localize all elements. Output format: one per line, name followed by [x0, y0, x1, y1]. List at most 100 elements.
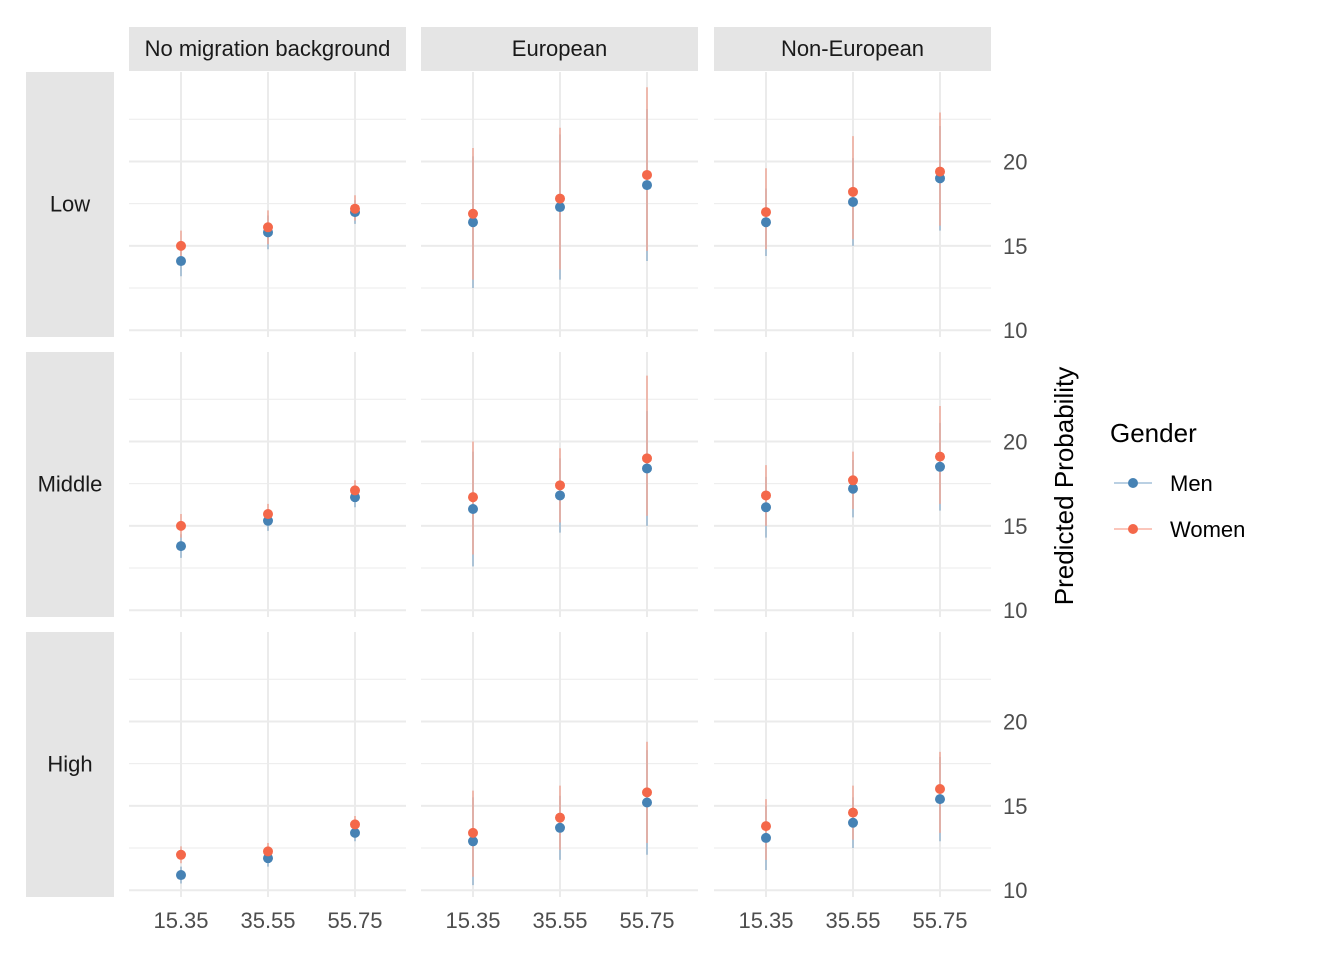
row-strips: Low Middle High [26, 72, 114, 897]
row-strip-bg-middle [26, 352, 114, 617]
panel-middle-european [421, 352, 698, 617]
legend: Gender Men Women [1110, 418, 1245, 542]
panel-high-european [421, 632, 698, 897]
x-tick-label: 15.35 [153, 908, 208, 933]
point-men-2 [642, 463, 652, 474]
point-women-0 [176, 849, 186, 860]
point-women-1 [848, 475, 858, 486]
point-women-0 [761, 821, 771, 832]
point-women-1 [555, 193, 565, 204]
x-tick-label: 55.75 [619, 908, 674, 933]
point-men-0 [761, 502, 771, 513]
row-strip-bg-low [26, 72, 114, 337]
legend-key-men [1128, 478, 1138, 488]
panels [129, 72, 991, 897]
legend-entry-men: Men [1114, 471, 1213, 496]
point-men-1 [555, 202, 565, 213]
column-strip-label-non-european: Non-European [781, 36, 924, 61]
row-strip-label-high: High [47, 751, 92, 776]
point-women-1 [848, 186, 858, 197]
x-tick-label: 15.35 [738, 908, 793, 933]
panel-middle-non-european [714, 352, 991, 617]
point-women-1 [848, 807, 858, 818]
panel-low-european [421, 72, 698, 337]
point-men-1 [848, 483, 858, 494]
y-axis-title: Predicted Probability [1049, 367, 1079, 605]
column-strip-bg-no-migration-background [129, 27, 406, 71]
point-men-0 [761, 217, 771, 228]
y-tick-label: 10 [1003, 318, 1027, 343]
column-strip-label-european: European [512, 36, 607, 61]
x-tick-label: 35.55 [532, 908, 587, 933]
point-women-0 [468, 208, 478, 219]
panel-middle-no-migration-background [129, 352, 406, 617]
point-men-2 [935, 794, 945, 805]
point-women-1 [263, 846, 273, 857]
column-strips: No migration background European Non-Europ… [129, 27, 991, 71]
point-women-0 [176, 240, 186, 251]
x-tick-label: 15.35 [445, 908, 500, 933]
point-men-0 [761, 832, 771, 843]
point-women-0 [761, 490, 771, 501]
legend-title: Gender [1110, 418, 1197, 448]
point-women-2 [350, 819, 360, 830]
panel-low-non-european [714, 72, 991, 337]
point-women-1 [555, 480, 565, 491]
point-men-1 [848, 817, 858, 828]
point-women-0 [176, 520, 186, 531]
point-women-0 [468, 827, 478, 838]
point-men-2 [642, 797, 652, 808]
x-tick-label: 55.75 [327, 908, 382, 933]
y-tick-label: 20 [1003, 149, 1027, 174]
point-women-0 [761, 207, 771, 218]
x-tick-label: 35.55 [825, 908, 880, 933]
row-strip-label-middle: Middle [38, 471, 103, 496]
point-women-2 [935, 166, 945, 177]
point-men-0 [468, 217, 478, 228]
y-tick-label: 20 [1003, 709, 1027, 734]
y-tick-label: 10 [1003, 878, 1027, 903]
y-axis: 10 15 20 10 15 20 10 15 20 [1003, 149, 1027, 903]
point-women-2 [350, 485, 360, 496]
point-men-0 [176, 541, 186, 552]
point-women-1 [555, 812, 565, 823]
point-women-2 [350, 203, 360, 214]
y-tick-label: 10 [1003, 598, 1027, 623]
y-tick-label: 15 [1003, 794, 1027, 819]
point-women-2 [935, 783, 945, 794]
column-strip-bg-european [421, 27, 698, 71]
point-women-2 [642, 453, 652, 464]
point-women-0 [468, 492, 478, 503]
point-men-1 [555, 490, 565, 501]
point-men-2 [642, 180, 652, 191]
legend-label-women: Women [1170, 517, 1245, 542]
point-women-1 [263, 509, 273, 520]
point-men-1 [848, 196, 858, 207]
legend-key-women [1128, 524, 1138, 534]
x-tick-label: 35.55 [240, 908, 295, 933]
point-women-2 [642, 169, 652, 180]
legend-entry-women: Women [1114, 517, 1245, 542]
point-men-0 [468, 836, 478, 847]
y-tick-label: 15 [1003, 234, 1027, 259]
panel-high-no-migration-background [129, 632, 406, 897]
y-tick-label: 20 [1003, 429, 1027, 454]
point-women-2 [642, 787, 652, 798]
point-men-2 [350, 827, 360, 838]
y-tick-label: 15 [1003, 514, 1027, 539]
point-men-0 [176, 256, 186, 267]
point-men-0 [468, 503, 478, 514]
row-strip-label-low: Low [50, 191, 90, 216]
panel-low-no-migration-background [129, 72, 406, 337]
point-men-2 [935, 461, 945, 472]
panel-high-non-european [714, 632, 991, 897]
point-men-0 [176, 870, 186, 881]
column-strip-bg-non-european [714, 27, 991, 71]
legend-label-men: Men [1170, 471, 1213, 496]
point-women-1 [263, 222, 273, 233]
x-tick-label: 55.75 [912, 908, 967, 933]
point-men-1 [555, 822, 565, 833]
x-axis: 15.35 35.55 55.75 15.35 35.55 55.75 15.35 35.55… [153, 908, 967, 933]
column-strip-label-no-migration-background: No migration background [145, 36, 391, 61]
